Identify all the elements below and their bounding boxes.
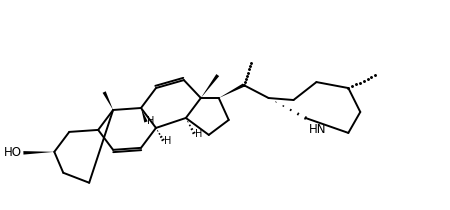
Polygon shape [201, 74, 219, 98]
Polygon shape [103, 91, 113, 110]
Polygon shape [141, 108, 148, 122]
Text: H: H [147, 116, 154, 126]
Polygon shape [219, 84, 244, 98]
Text: HO: HO [4, 146, 22, 159]
Polygon shape [23, 151, 54, 155]
Text: H: H [164, 136, 171, 146]
Text: H: H [195, 129, 202, 139]
Text: HN: HN [308, 123, 326, 136]
